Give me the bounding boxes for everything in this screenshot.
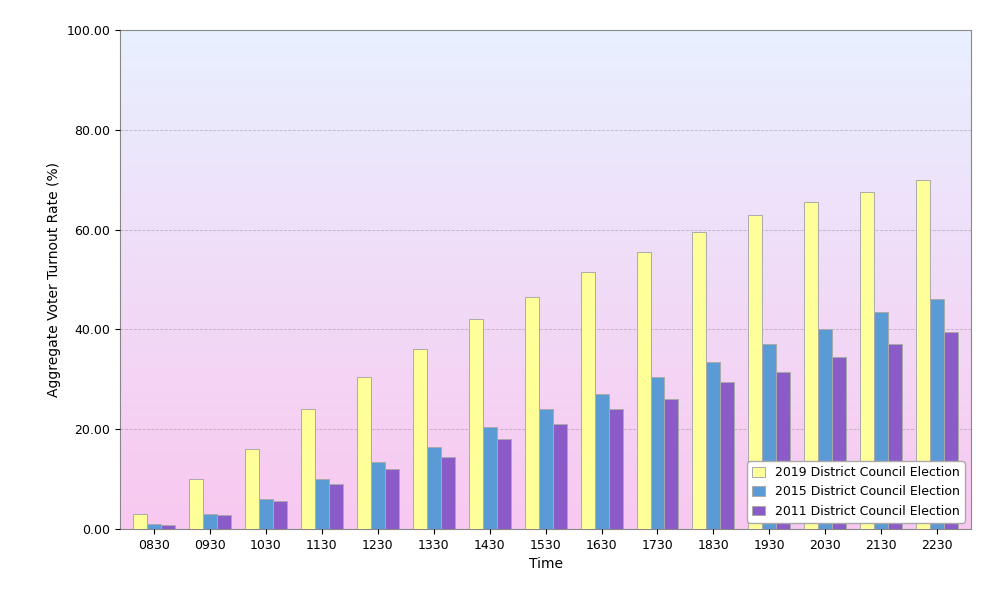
Bar [805,202,819,529]
Bar [693,232,707,529]
Bar [665,399,679,529]
Bar [482,427,496,529]
Bar [861,192,875,529]
Bar [637,252,651,529]
Y-axis label: Aggregate Voter Turnout Rate (%): Aggregate Voter Turnout Rate (%) [47,162,61,397]
Bar [553,424,567,529]
Bar [314,479,328,529]
Legend: 2019 District Council Election, 2015 District Council Election, 2011 District Co: 2019 District Council Election, 2015 Dis… [748,461,965,523]
Bar [496,439,511,529]
Bar [581,272,595,529]
Bar [202,514,216,529]
Bar [651,377,665,529]
Bar [384,469,398,529]
X-axis label: Time: Time [529,557,563,571]
Bar [161,525,175,529]
Bar [216,515,230,529]
Bar [944,332,958,529]
Bar [889,344,902,529]
Bar [258,499,272,529]
Bar [468,319,482,529]
Bar [147,524,161,529]
Bar [189,479,202,529]
Bar [539,409,553,529]
Bar [833,357,847,529]
Bar [777,372,791,529]
Bar [370,462,384,529]
Bar [440,457,454,529]
Bar [707,362,721,529]
Bar [721,382,735,529]
Bar [426,447,440,529]
Bar [525,297,539,529]
Bar [244,449,258,529]
Bar [819,329,833,529]
Bar [916,180,930,529]
Bar [930,299,944,529]
Bar [609,409,623,529]
Bar [763,344,777,529]
Bar [328,484,342,529]
Bar [749,215,763,529]
Bar [595,394,609,529]
Bar [300,409,314,529]
Bar [356,377,370,529]
Bar [272,501,286,529]
Bar [412,349,426,529]
Bar [133,514,147,529]
Bar [875,312,889,529]
